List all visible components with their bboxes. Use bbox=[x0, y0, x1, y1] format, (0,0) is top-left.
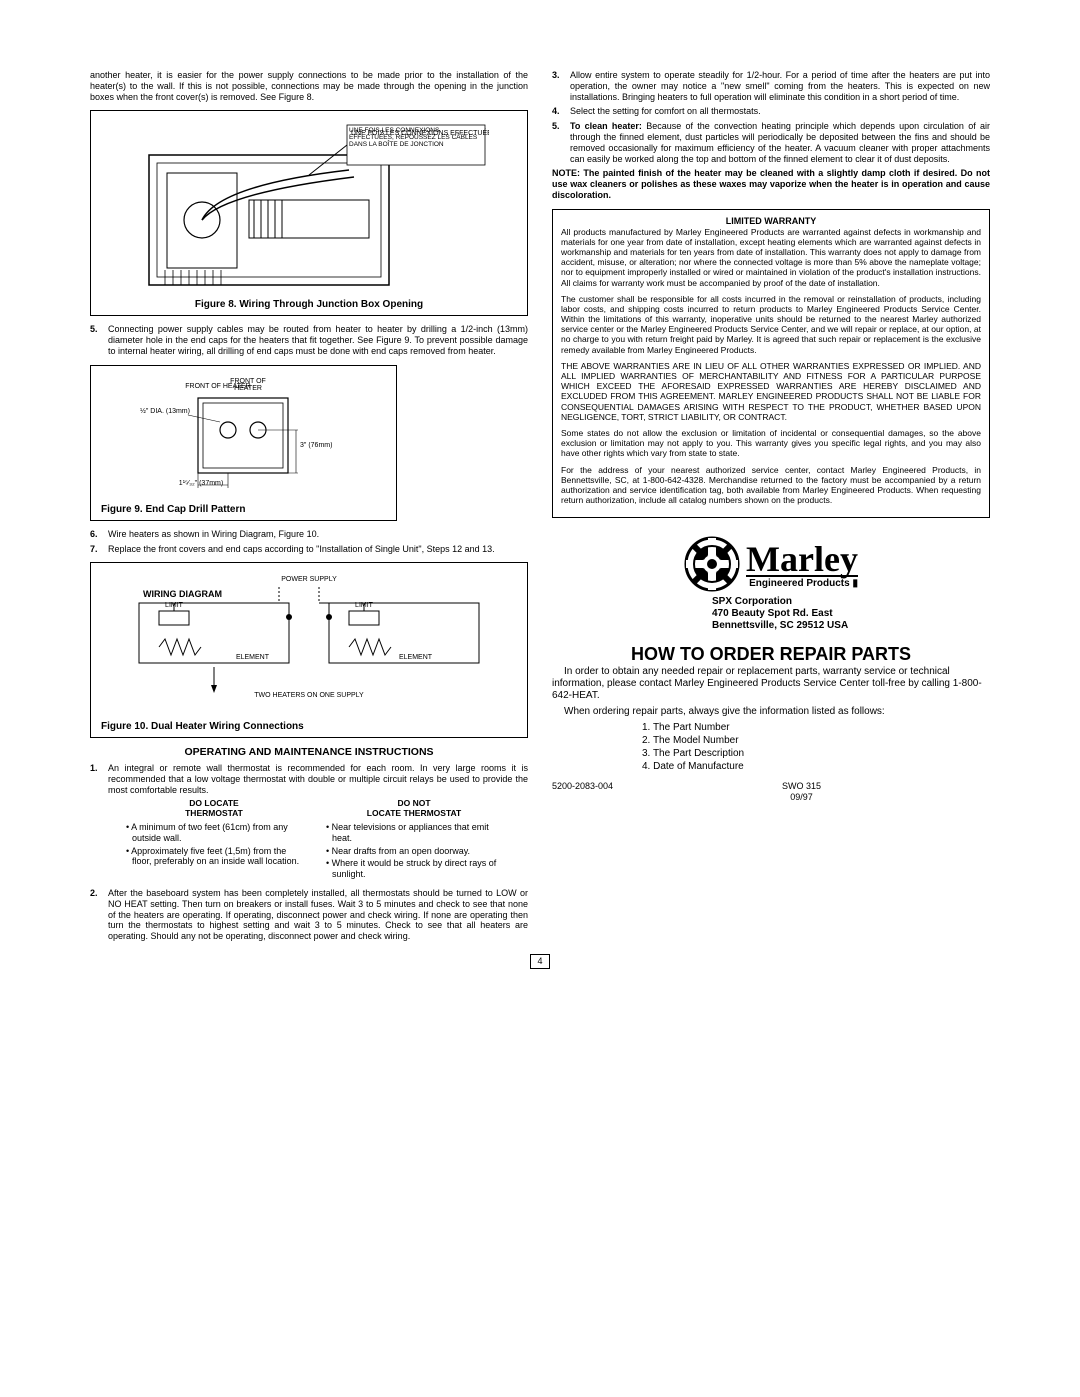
item-5-text: Connecting power supply cables may be ro… bbox=[108, 324, 528, 356]
op-2-text: After the baseboard system has been comp… bbox=[108, 888, 528, 942]
r-3-text: Allow entire system to operate steadily … bbox=[570, 70, 990, 102]
fig10-element-l: ELEMENT bbox=[236, 654, 270, 661]
do-locate-list: A minimum of two feet (61cm) from any ou… bbox=[120, 822, 308, 867]
list-item: Near drafts from an open doorway. bbox=[326, 846, 508, 857]
list-item: 3. The Part Description bbox=[642, 748, 990, 760]
fig9-dim3: 3" (76mm) bbox=[300, 442, 340, 449]
r-item-4: 4. Select the setting for comfort on all… bbox=[552, 106, 990, 117]
warranty-p3: THE ABOVE WARRANTIES ARE IN LIEU OF ALL … bbox=[561, 361, 981, 422]
fig9-dim15: 1¹⁵⁄₃₂" (37mm) bbox=[176, 480, 226, 487]
item-5: 5. Connecting power supply cables may be… bbox=[90, 324, 528, 356]
logo-block: Marley Engineered Products ▮ SPX Corpora… bbox=[552, 536, 990, 632]
intro-paragraph: another heater, it is easier for the pow… bbox=[90, 70, 528, 102]
fig10-power: POWER SUPPLY bbox=[281, 576, 337, 583]
warranty-p4: Some states do not allow the exclusion o… bbox=[561, 428, 981, 459]
figure-9-box: FRONT OF HEATER FRONT OF HEATER ½" DIA. … bbox=[90, 365, 397, 521]
figure-10-diagram: POWER SUPPLY WIRING DIAGRAM LIMIT bbox=[119, 567, 499, 717]
list-item: A minimum of two feet (61cm) from any ou… bbox=[126, 822, 308, 844]
r-4-text: Select the setting for comfort on all th… bbox=[570, 106, 990, 117]
warranty-box: LIMITED WARRANTY All products manufactur… bbox=[552, 209, 990, 518]
repair-list: 1. The Part Number 2. The Model Number 3… bbox=[552, 722, 990, 773]
r-3-num: 3. bbox=[552, 70, 570, 102]
item-6-num: 6. bbox=[90, 529, 108, 540]
fig10-title: WIRING DIAGRAM bbox=[143, 589, 243, 600]
footer-swo: SWO 315 bbox=[782, 781, 821, 791]
do-locate-col: Do LocateThermostat A minimum of two fee… bbox=[120, 799, 308, 882]
logo-name: Marley bbox=[746, 538, 858, 581]
r-item-5: 5. To clean heater: Because of the conve… bbox=[552, 121, 990, 164]
fig10-limit-l: LIMIT bbox=[165, 602, 184, 609]
figure-9-caption: Figure 9. End Cap Drill Pattern bbox=[95, 504, 392, 516]
r-4-num: 4. bbox=[552, 106, 570, 117]
do-not-heading: Do NotLocate Thermostat bbox=[320, 799, 508, 818]
do-not-list: Near televisions or appliances that emit… bbox=[320, 822, 508, 880]
repair-p2: When ordering repair parts, always give … bbox=[552, 706, 990, 718]
figure-10-caption: Figure 10. Dual Heater Wiring Connection… bbox=[95, 721, 523, 733]
do-not-locate-col: Do NotLocate Thermostat Near televisions… bbox=[320, 799, 508, 882]
warranty-title: LIMITED WARRANTY bbox=[561, 216, 981, 227]
item-6: 6. Wire heaters as shown in Wiring Diagr… bbox=[90, 529, 528, 540]
r-5-num: 5. bbox=[552, 121, 570, 164]
r-item-3: 3. Allow entire system to operate steadi… bbox=[552, 70, 990, 102]
footer-row: 5200-2083-004 SWO 315 09/97 bbox=[552, 781, 990, 803]
op-2-num: 2. bbox=[90, 888, 108, 942]
figure-8-diagram: UNE FOIS LES CONNEXIONS EFFECTUÉES, REPO… bbox=[129, 115, 489, 295]
footer-doc-num: 5200-2083-004 bbox=[552, 781, 613, 803]
list-item: Near televisions or appliances that emit… bbox=[326, 822, 508, 844]
item-7: 7. Replace the front covers and end caps… bbox=[90, 544, 528, 555]
figure-8-box: UNE FOIS LES CONNEXIONS EFFECTUÉES, REPO… bbox=[90, 110, 528, 316]
fig10-element-r: ELEMENT bbox=[399, 654, 433, 661]
warranty-p1: All products manufactured by Marley Engi… bbox=[561, 227, 981, 288]
repair-p1: In order to obtain any needed repair or … bbox=[552, 666, 990, 702]
op-item-1: 1. An integral or remote wall thermostat… bbox=[90, 763, 528, 795]
corp-address: SPX Corporation 470 Beauty Spot Rd. East… bbox=[552, 596, 990, 632]
item-6-text: Wire heaters as shown in Wiring Diagram,… bbox=[108, 529, 528, 540]
marley-logo-icon bbox=[684, 536, 740, 592]
r-5-text: To clean heater: Because of the convecti… bbox=[570, 121, 990, 164]
list-item: Where it would be struck by direct rays … bbox=[326, 858, 508, 880]
list-item: 4. Date of Manufacture bbox=[642, 761, 990, 773]
figure-9-diagram: FRONT OF HEATER FRONT OF HEATER ½" DIA. … bbox=[118, 370, 368, 500]
logo-sub: Engineered Products ▮ bbox=[746, 575, 858, 590]
page-number: 4 bbox=[530, 954, 549, 969]
list-item: 2. The Model Number bbox=[642, 735, 990, 747]
item-5-num: 5. bbox=[90, 324, 108, 356]
fig8-label-text: UNE FOIS LES CONNEXIONS EFFECTUÉES, REPO… bbox=[349, 127, 482, 148]
fig10-limit-r: LIMIT bbox=[355, 602, 374, 609]
warranty-p5: For the address of your nearest authoriz… bbox=[561, 465, 981, 506]
repair-heading: HOW TO ORDER REPAIR PARTS bbox=[552, 644, 990, 666]
item-7-num: 7. bbox=[90, 544, 108, 555]
repair-body: In order to obtain any needed repair or … bbox=[552, 666, 990, 718]
op-item-2: 2. After the baseboard system has been c… bbox=[90, 888, 528, 942]
warranty-p2: The customer shall be responsible for al… bbox=[561, 294, 981, 355]
op-1-text: An integral or remote wall thermostat is… bbox=[108, 763, 528, 795]
note-paragraph: NOTE: The painted finish of the heater m… bbox=[552, 168, 990, 200]
do-locate-heading: Do LocateThermostat bbox=[120, 799, 308, 818]
item-7-text: Replace the front covers and end caps ac… bbox=[108, 544, 528, 555]
fig10-two: TWO HEATERS ON ONE SUPPLY bbox=[254, 692, 364, 699]
list-item: Approximately five feet (1,5m) from the … bbox=[126, 846, 308, 868]
fig9-front: FRONT OF HEATER bbox=[218, 378, 278, 392]
fig9-dia: ½" DIA. (13mm) bbox=[140, 408, 190, 415]
operating-heading: OPERATING AND MAINTENANCE INSTRUCTIONS bbox=[90, 746, 528, 759]
figure-10-box: POWER SUPPLY WIRING DIAGRAM LIMIT bbox=[90, 562, 528, 738]
figure-8-caption: Figure 8. Wiring Through Junction Box Op… bbox=[95, 299, 523, 311]
op-1-num: 1. bbox=[90, 763, 108, 795]
footer-date: 09/97 bbox=[790, 792, 813, 802]
list-item: 1. The Part Number bbox=[642, 722, 990, 734]
